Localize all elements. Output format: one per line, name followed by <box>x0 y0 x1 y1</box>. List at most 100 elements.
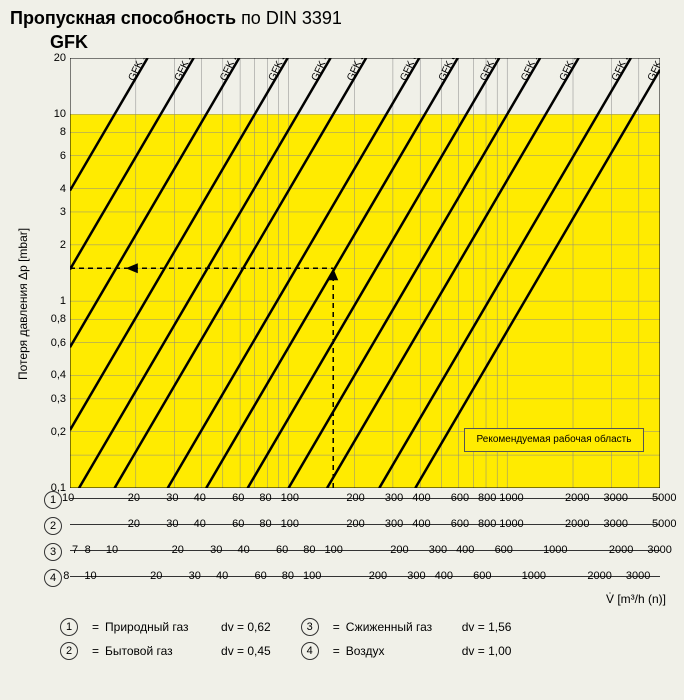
y-tick-label: 0,8 <box>51 313 66 325</box>
y-tick-label: 0,2 <box>51 426 66 438</box>
svg-text:GFK 65: GFK 65 <box>398 58 423 83</box>
y-tick-label: 0,3 <box>51 393 66 405</box>
x-tick-label: 600 <box>473 570 491 582</box>
x-tick-label: 3000 <box>626 570 650 582</box>
x-tick-label: 3000 <box>604 492 628 504</box>
x-tick-label: 20 <box>128 492 140 504</box>
y-tick-label: 20 <box>54 52 66 64</box>
x-tick-label: 300 <box>385 492 403 504</box>
svg-text:GFK 250: GFK 250 <box>646 58 660 83</box>
x-tick-label: 10 <box>106 544 118 556</box>
x-tick-label: 60 <box>276 544 288 556</box>
svg-text:GFK 25: GFK 25 <box>218 58 243 83</box>
x-tick-label: 100 <box>281 492 299 504</box>
x-tick-label: 8 <box>63 570 69 582</box>
x-tick-label: 30 <box>210 544 222 556</box>
x-tick-label: 200 <box>369 570 387 582</box>
x-tick-label: 7 <box>72 544 78 556</box>
x-tick-label: 100 <box>303 570 321 582</box>
y-tick-label: 8 <box>60 126 66 138</box>
x-tick-label: 400 <box>412 518 430 530</box>
x-tick-label: 400 <box>456 544 474 556</box>
x-tick-label: 40 <box>216 570 228 582</box>
x-axis-label: V̇ [m³/h (n)] <box>606 592 666 606</box>
x-tick-label: 3000 <box>604 518 628 530</box>
x-tick-label: 800 <box>478 492 496 504</box>
recommended-area-legend: Рекомендуемая рабочая область <box>464 428 644 452</box>
x-tick-label: 40 <box>194 492 206 504</box>
x-tick-label: 100 <box>324 544 342 556</box>
legend-footer: 1 = Природный газ dv = 0,62 3 = Сжиженный… <box>60 618 511 666</box>
x-tick-label: 2000 <box>587 570 611 582</box>
x-tick-label: 80 <box>259 492 271 504</box>
x-tick-label: 3000 <box>647 544 671 556</box>
svg-text:GFK 50: GFK 50 <box>345 58 370 83</box>
x-tick-label: 20 <box>172 544 184 556</box>
scale-number: 3 <box>44 543 62 561</box>
x-tick-label: 1000 <box>499 518 523 530</box>
x-tick-label: 300 <box>407 570 425 582</box>
x-tick-label: 10 <box>84 570 96 582</box>
x-tick-label: 5000 <box>652 492 676 504</box>
y-axis-label: Потеря давления Δp [mbar] <box>16 228 30 380</box>
svg-text:GFK 32: GFK 32 <box>267 58 292 83</box>
legend-item: 4 = Воздух dv = 1,00 <box>301 642 512 660</box>
legend-item: 2 = Бытовой газ dv = 0,45 <box>60 642 271 660</box>
x-tick-label: 200 <box>390 544 408 556</box>
y-tick-label: 4 <box>60 183 66 195</box>
scale-number: 4 <box>44 569 62 587</box>
x-tick-label: 1000 <box>499 492 523 504</box>
x-tick-label: 10 <box>62 492 74 504</box>
legend-item: 1 = Природный газ dv = 0,62 <box>60 618 271 636</box>
x-tick-label: 20 <box>128 518 140 530</box>
x-tick-label: 300 <box>429 544 447 556</box>
x-tick-label: 600 <box>495 544 513 556</box>
x-tick-label: 600 <box>451 492 469 504</box>
x-tick-label: 60 <box>254 570 266 582</box>
svg-text:GFK 40: GFK 40 <box>310 58 335 83</box>
svg-text:GFK 200: GFK 200 <box>610 58 637 83</box>
x-tick-label: 40 <box>237 544 249 556</box>
x-tick-label: 400 <box>412 492 430 504</box>
svg-text:GFK 125: GFK 125 <box>519 58 546 83</box>
scale-number: 1 <box>44 491 62 509</box>
x-tick-label: 2000 <box>565 518 589 530</box>
y-tick-label: 0,4 <box>51 369 66 381</box>
y-tick-label: 3 <box>60 206 66 218</box>
x-tick-label: 80 <box>303 544 315 556</box>
x-tick-label: 400 <box>435 570 453 582</box>
svg-text:GFK 80: GFK 80 <box>437 58 462 83</box>
chart-svg: GFK 15 GFK 20 GFK 25 GFK 32 GFK 40 GFK 50 GFK … <box>70 58 660 488</box>
x-tick-label: 80 <box>259 518 271 530</box>
y-tick-label: 2 <box>60 239 66 251</box>
y-tick-label: 10 <box>54 108 66 120</box>
x-tick-label: 200 <box>346 492 364 504</box>
x-tick-label: 30 <box>166 492 178 504</box>
x-tick-label: 60 <box>232 492 244 504</box>
x-tick-label: 300 <box>385 518 403 530</box>
y-tick-label: 6 <box>60 150 66 162</box>
x-tick-label: 1000 <box>543 544 567 556</box>
x-tick-label: 5000 <box>652 518 676 530</box>
x-tick-label: 20 <box>150 570 162 582</box>
scale-number: 2 <box>44 517 62 535</box>
x-tick-label: 800 <box>478 518 496 530</box>
svg-text:GFK 20: GFK 20 <box>173 58 198 83</box>
x-tick-label: 8 <box>85 544 91 556</box>
x-tick-label: 200 <box>346 518 364 530</box>
y-tick-label: 0,6 <box>51 337 66 349</box>
svg-text:GFK 100: GFK 100 <box>478 58 505 83</box>
x-tick-label: 80 <box>282 570 294 582</box>
x-tick-label: 100 <box>281 518 299 530</box>
x-tick-label: 2000 <box>609 544 633 556</box>
plot-area: GFK 15 GFK 20 GFK 25 GFK 32 GFK 40 GFK 50 GFK … <box>70 58 660 488</box>
legend-item: 3 = Сжиженный газ dv = 1,56 <box>301 618 512 636</box>
x-tick-label: 30 <box>166 518 178 530</box>
svg-text:GFK 150: GFK 150 <box>558 58 585 83</box>
x-tick-label: 30 <box>189 570 201 582</box>
svg-text:GFK 15: GFK 15 <box>127 58 152 83</box>
x-tick-label: 60 <box>232 518 244 530</box>
x-tick-label: 600 <box>451 518 469 530</box>
chart-subtitle: GFK <box>50 32 88 53</box>
x-tick-label: 40 <box>194 518 206 530</box>
